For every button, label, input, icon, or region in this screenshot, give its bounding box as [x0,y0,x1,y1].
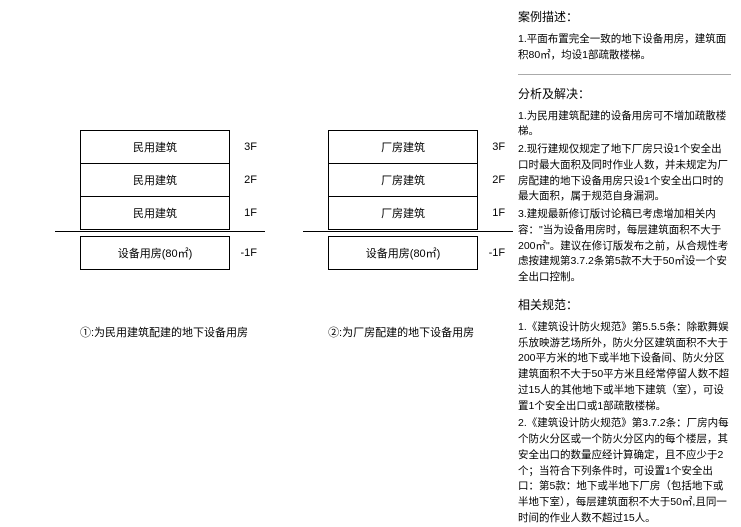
floor-3f: 厂房建筑 3F [328,130,478,164]
floor-label: 3F [244,141,257,153]
floor-2f: 民用建筑 2F [80,163,230,197]
floor-b1: 设备用房(80㎡) -1F [80,236,230,270]
building-1-wrap: 民用建筑 3F 民用建筑 2F 民用建筑 1F 设备用房(80㎡) -1F ①:… [80,130,248,340]
floor-label: 2F [244,174,257,186]
floor-name: 民用建筑 [133,139,177,155]
floor-name: 厂房建筑 [381,205,425,221]
floor-3f: 民用建筑 3F [80,130,230,164]
floor-name: 厂房建筑 [381,139,425,155]
floor-name: 厂房建筑 [381,172,425,188]
analysis-p2: 2.现行建规仅规定了地下厂房只设1个安全出口时最大面积及同时作业人数，并未规定为… [518,142,731,205]
building-1: 民用建筑 3F 民用建筑 2F 民用建筑 1F 设备用房(80㎡) -1F [80,130,230,269]
floor-name: 民用建筑 [133,205,177,221]
analysis-p3: 3.建规最新修订版讨论稿已考虑增加相关内容："当为设备用房时，每层建筑面积不大于… [518,207,731,286]
diagram-caption: ②:为厂房配建的地下设备用房 [328,324,474,340]
case-text: 1.平面布置完全一致的地下设备用房，建筑面积80㎡，均设1部疏散楼梯。 [518,32,731,64]
ground-line [55,231,265,232]
analysis-p1: 1.为民用建筑配建的设备用房可不增加疏散楼梯。 [518,109,731,141]
floor-name: 设备用房(80㎡) [118,245,193,261]
floor-b1: 设备用房(80㎡) -1F [328,236,478,270]
floor-label: 1F [492,207,505,219]
regulation-title: 相关规范： [518,296,731,314]
floor-1f: 厂房建筑 1F [328,196,478,230]
floor-label: 1F [244,207,257,219]
case-title: 案例描述： [518,8,731,26]
regulation-p1: 1.《建筑设计防火规范》第5.5.5条：除歌舞娱乐放映游艺场所外，防火分区建筑面… [518,320,731,415]
building-2-wrap: 厂房建筑 3F 厂房建筑 2F 厂房建筑 1F 设备用房(80㎡) -1F ②:… [328,130,478,340]
ground-line [303,231,513,232]
floor-name: 民用建筑 [133,172,177,188]
section-divider [518,74,731,75]
floor-label: 3F [492,141,505,153]
floor-label: -1F [241,247,258,259]
building-2: 厂房建筑 3F 厂房建筑 2F 厂房建筑 1F 设备用房(80㎡) -1F [328,130,478,269]
text-panel: 案例描述： 1.平面布置完全一致的地下设备用房，建筑面积80㎡，均设1部疏散楼梯… [508,0,741,506]
floor-label: 2F [492,174,505,186]
diagram-caption: ①:为民用建筑配建的地下设备用房 [80,324,248,340]
diagrams-container: 民用建筑 3F 民用建筑 2F 民用建筑 1F 设备用房(80㎡) -1F ①:… [80,130,488,340]
floor-1f: 民用建筑 1F [80,196,230,230]
diagram-panel: 民用建筑 3F 民用建筑 2F 民用建筑 1F 设备用房(80㎡) -1F ①:… [0,0,508,506]
floor-label: -1F [489,247,506,259]
floor-name: 设备用房(80㎡) [366,245,441,261]
analysis-title: 分析及解决： [518,85,731,103]
floor-2f: 厂房建筑 2F [328,163,478,197]
regulation-p2: 2.《建筑设计防火规范》第3.7.2条：厂房内每个防火分区或一个防火分区内的每个… [518,416,731,526]
